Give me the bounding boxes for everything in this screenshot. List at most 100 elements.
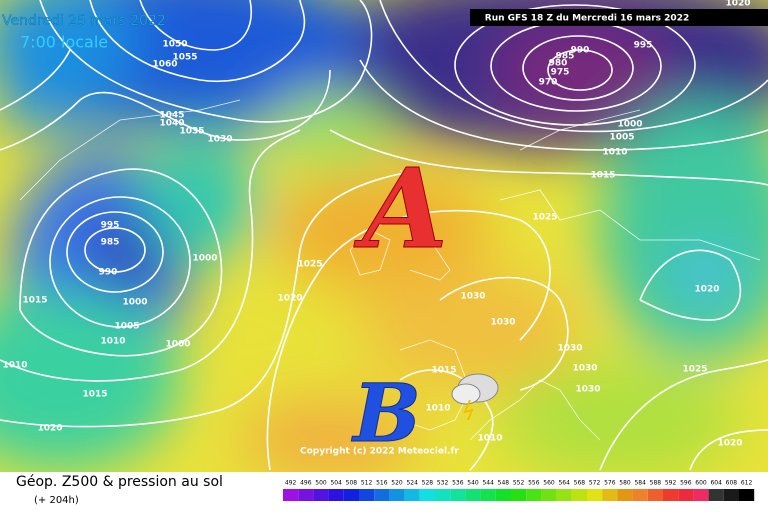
isobar-label: 1010 <box>602 148 627 158</box>
lead-time: (+ 204h) <box>34 495 79 506</box>
colorbar-swatch <box>602 489 618 501</box>
isobar-label: 1010 <box>100 337 125 347</box>
colorbar-swatch <box>435 489 451 501</box>
isobar-label: 980 <box>549 59 568 69</box>
colorbar-swatch <box>480 489 496 501</box>
colorbar-swatch <box>298 489 314 501</box>
low-pressure-marker: B <box>351 366 421 460</box>
colorbar-swatch <box>450 489 466 501</box>
isobar-label: 1025 <box>682 365 707 375</box>
colorbar-swatch <box>587 489 603 501</box>
colorbar-swatch <box>556 489 572 501</box>
isobar-label: 1030 <box>490 318 515 328</box>
map-field: 1050105510601045104010351030995985990100… <box>0 0 768 472</box>
colorbar-label: 524 <box>406 480 418 487</box>
isobar-label: 1025 <box>297 260 322 270</box>
colorbar-swatch <box>632 489 648 501</box>
high-pressure-marker: A <box>353 144 447 273</box>
colorbar-label: 600 <box>695 480 707 487</box>
isobar-label: 990 <box>571 46 590 56</box>
colorbar-label: 532 <box>437 480 449 487</box>
isobar-label: 1020 <box>725 0 750 9</box>
colorbar-swatch <box>328 489 344 501</box>
isobar-label: 1045 <box>159 111 184 121</box>
isobar-label: 1050 <box>162 40 187 50</box>
isobar-label: 1000 <box>617 120 642 130</box>
colorbar-label: 548 <box>498 480 510 487</box>
colorbar-label: 536 <box>452 480 464 487</box>
colorbar-label: 564 <box>558 480 570 487</box>
isobar-label: 1020 <box>694 285 719 295</box>
colorbar-label: 492 <box>285 480 297 487</box>
colorbar-swatch <box>359 489 375 501</box>
colorbar-label: 596 <box>680 480 692 487</box>
isobar-label: 1015 <box>590 171 615 181</box>
isobar-label: 1010 <box>425 404 450 414</box>
isobar-label: 1020 <box>717 439 742 449</box>
isobar-label: 1015 <box>22 296 47 306</box>
colorbar-swatch <box>541 489 557 501</box>
isobar-label: 1005 <box>114 322 139 332</box>
colorbar-swatch <box>404 489 420 501</box>
copyright: Copyright (c) 2022 Meteociel.fr <box>300 447 459 457</box>
colorbar-label: 556 <box>528 480 540 487</box>
colorbar-label: 500 <box>315 480 327 487</box>
colorbar-label: 496 <box>300 480 312 487</box>
colorbar-label: 512 <box>361 480 373 487</box>
colorbar-label: 592 <box>665 480 677 487</box>
colorbar-swatch <box>723 489 739 501</box>
colorbar-swatch <box>343 489 359 501</box>
isobar-label: 1030 <box>207 135 232 145</box>
forecast-time: 7:00 locale <box>20 33 108 52</box>
colorbar-swatch <box>693 489 709 501</box>
isobar-label: 1000 <box>165 340 190 350</box>
isobar-label: 1005 <box>609 133 634 143</box>
isobar-label: 1060 <box>152 60 177 70</box>
colorbar-label: 504 <box>330 480 342 487</box>
isobar-label: 1040 <box>159 119 184 129</box>
colorbar-swatch <box>526 489 542 501</box>
isobar-label: 1020 <box>37 424 62 434</box>
colorbar-swatch <box>663 489 679 501</box>
colorbar-swatch <box>739 489 755 501</box>
isobar-label: 1010 <box>477 434 502 444</box>
isobar-label: 1010 <box>2 361 27 371</box>
colorbar-swatch <box>617 489 633 501</box>
isobar-label: 995 <box>101 221 120 231</box>
colorbar-label: 516 <box>376 480 388 487</box>
colorbar-label: 612 <box>741 480 753 487</box>
isobar-label: 1030 <box>572 364 597 374</box>
colorbar-swatch <box>647 489 663 501</box>
colorbar-label: 552 <box>513 480 525 487</box>
isobar-label: 1030 <box>460 292 485 302</box>
run-info: Run GFS 18 Z du Mercredi 16 mars 2022 <box>485 14 689 24</box>
colorbar-label: 520 <box>391 480 403 487</box>
colorbar-label: 588 <box>650 480 662 487</box>
colorbar-label: 540 <box>467 480 479 487</box>
colorbar-label: 568 <box>574 480 586 487</box>
isobar-label: 1055 <box>172 53 197 63</box>
colorbar-swatch <box>571 489 587 501</box>
isobar-label: 1000 <box>192 254 217 264</box>
isobar-label: 1025 <box>532 213 557 223</box>
colorbar-label: 544 <box>482 480 494 487</box>
run-box <box>470 9 768 26</box>
colorbar-swatch <box>511 489 527 501</box>
forecast-date: Vendredi 25 mars 2022 <box>2 13 166 29</box>
colorbar-swatch <box>465 489 481 501</box>
footer-title: Géop. Z500 & pression au sol <box>16 474 223 490</box>
colorbar-label: 560 <box>543 480 555 487</box>
colorbar-swatch <box>283 489 299 501</box>
colorbar-label: 528 <box>422 480 434 487</box>
colorbar-swatch <box>495 489 511 501</box>
colorbar-label: 604 <box>710 480 722 487</box>
isobar-label: 970 <box>539 78 558 88</box>
colorbar-swatch <box>313 489 329 501</box>
isobar-label: 1020 <box>277 294 302 304</box>
storm-icon <box>451 373 499 421</box>
isobar-label: 975 <box>551 68 570 78</box>
colorbar-swatch <box>419 489 435 501</box>
isobar-label: 995 <box>634 41 653 51</box>
colorbar-swatch <box>678 489 694 501</box>
